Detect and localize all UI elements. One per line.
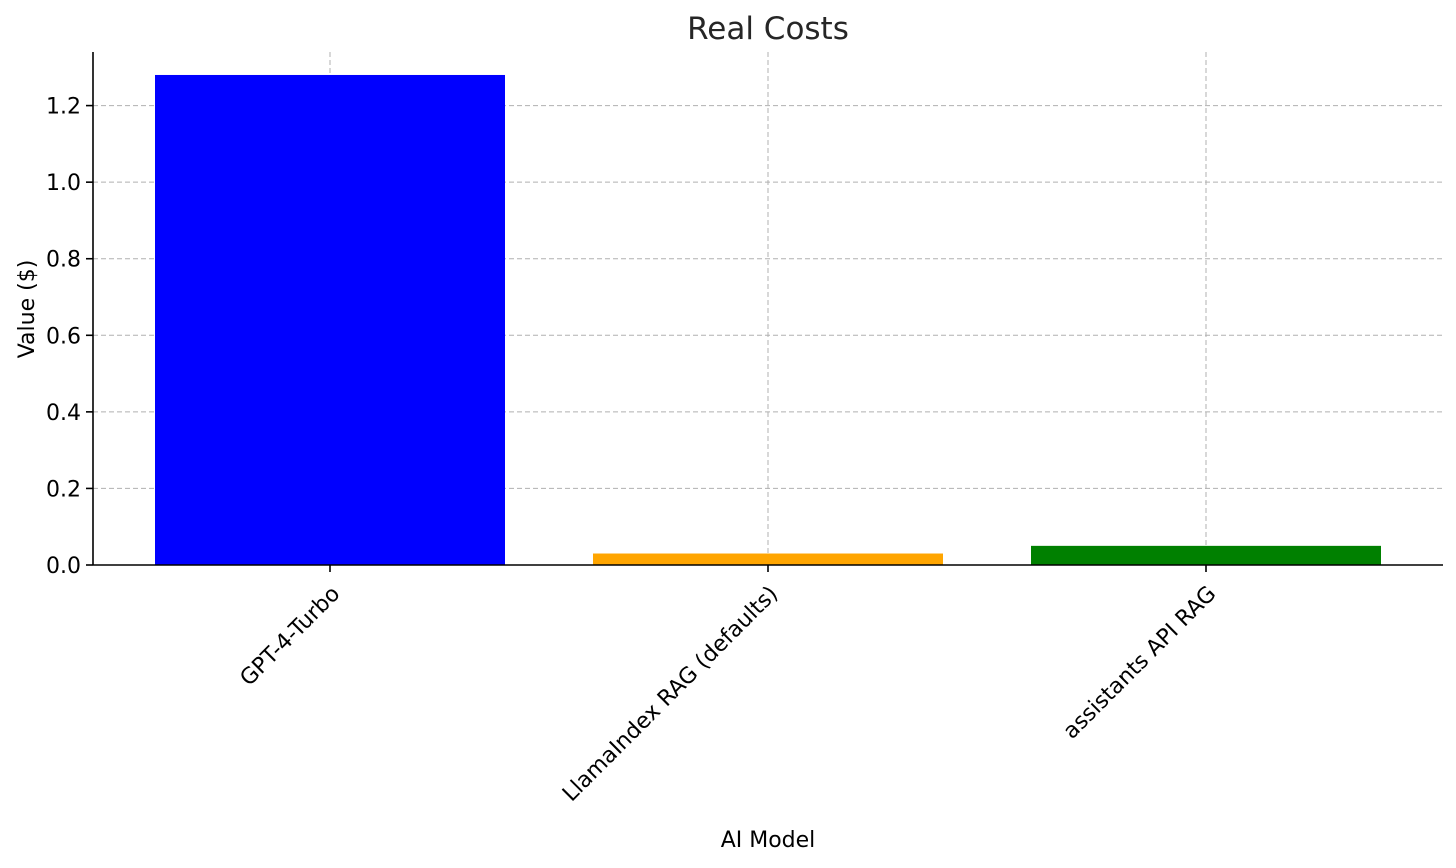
chart-title: Real Costs xyxy=(687,11,849,47)
x-axis-label: AI Model xyxy=(721,828,816,853)
x-tick-label: LlamaIndex RAG (defaults) xyxy=(558,582,783,807)
x-tick-label: assistants API RAG xyxy=(1059,582,1222,745)
bar-3 xyxy=(1031,545,1381,565)
bar-2 xyxy=(593,553,943,565)
x-tick-label: GPT-4-Turbo xyxy=(236,582,346,692)
x-tick-labels: GPT-4-Turbo LlamaIndex RAG (defaults) assi… xyxy=(236,565,1222,807)
bars-layer xyxy=(155,74,1381,565)
y-tick-label: 0.4 xyxy=(46,401,81,426)
y-tick-label: 1.2 xyxy=(46,95,81,120)
y-tick-label: 0.0 xyxy=(46,554,81,579)
bar-1 xyxy=(155,74,505,565)
y-tick-label: 0.2 xyxy=(46,477,81,502)
y-tick-labels: 0.0 0.2 0.4 0.6 0.8 1.0 1.2 xyxy=(46,95,93,579)
y-axis-label: Value ($) xyxy=(15,260,40,359)
y-tick-label: 0.8 xyxy=(46,248,81,273)
y-tick-label: 0.6 xyxy=(46,324,81,349)
y-tick-label: 1.0 xyxy=(46,171,81,196)
